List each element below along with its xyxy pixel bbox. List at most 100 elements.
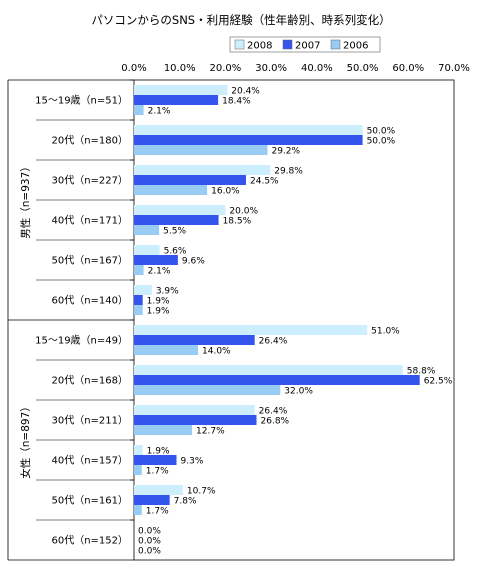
legend-swatch-2008	[234, 39, 245, 50]
bar-value-label: 62.5%	[424, 377, 453, 387]
bar-value-label: 18.5%	[223, 217, 252, 227]
bar-2007	[134, 175, 246, 185]
bar-value-label: 9.3%	[181, 457, 204, 467]
bar-value-label: 2.1%	[148, 267, 171, 277]
bar-2008	[134, 285, 152, 295]
bar-value-label: 1.7%	[146, 507, 169, 517]
legend-box	[229, 36, 381, 53]
x-tick-label: 0.0%	[121, 63, 146, 74]
bar-2008	[134, 245, 160, 255]
bar-2007	[134, 335, 255, 345]
bar-2008	[134, 485, 183, 495]
bar-2006	[134, 425, 193, 435]
x-tick-label: 70.0%	[438, 63, 470, 74]
category-label: 60代（n=140）	[51, 295, 128, 307]
category-label: 40代（n=171）	[51, 215, 128, 227]
bar-value-label: 29.8%	[274, 167, 303, 177]
bar-value-label: 0.0%	[138, 547, 161, 557]
bar-2006	[134, 105, 144, 115]
bar-value-label: 5.5%	[163, 227, 186, 237]
group-label: 男性（n=937）	[19, 161, 32, 239]
legend: 2008 2007 2006	[229, 36, 381, 53]
bar-value-label: 51.0%	[371, 327, 400, 337]
bar-value-label: 5.6%	[164, 247, 187, 257]
bar-2007	[134, 495, 170, 505]
bar-value-label: 0.0%	[138, 537, 161, 547]
plot-area: 20.4%18.4% 2.1% 50.0%50.0% 29.2% 29.8%24.5% 1…	[133, 79, 455, 561]
bar-2006	[134, 305, 143, 315]
bar-value-label: 9.6%	[182, 257, 205, 267]
x-tick-label: 30.0%	[255, 63, 287, 74]
category-label: 15～19歳（n=49）	[35, 335, 128, 347]
bar-2008	[134, 205, 226, 215]
category-label: 50代（n=161）	[51, 495, 128, 507]
bar-value-label: 26.4%	[259, 407, 288, 417]
x-tick-label: 10.0%	[164, 63, 196, 74]
bar-value-label: 18.4%	[222, 97, 251, 107]
bar-value-label: 26.4%	[259, 337, 288, 347]
category-label: 30代（n=227）	[51, 175, 128, 187]
bar-value-label: 58.8%	[407, 367, 436, 377]
bar-2006	[134, 465, 142, 475]
legend-label-2007: 2007	[295, 41, 320, 52]
bar-value-label: 10.7%	[187, 487, 216, 497]
bar-value-label: 16.0%	[211, 187, 240, 197]
x-tick-label: 20.0%	[210, 63, 242, 74]
bar-value-label: 1.7%	[146, 467, 169, 477]
bar-2006	[134, 145, 268, 155]
bar-2006	[134, 225, 160, 235]
bar-value-label: 24.5%	[250, 177, 279, 187]
bar-value-label: 1.9%	[147, 307, 170, 317]
bar-2008	[134, 125, 363, 135]
bar-value-label: 29.2%	[271, 147, 300, 157]
bar-value-label: 1.9%	[147, 297, 170, 307]
bar-2008	[134, 405, 255, 415]
bar-2008	[134, 325, 368, 335]
bar-value-label: 26.8%	[261, 417, 290, 427]
bar-2007	[134, 295, 143, 305]
bar-value-label: 12.7%	[196, 427, 225, 437]
category-label: 40代（n=157）	[51, 455, 128, 467]
bar-2006	[134, 345, 198, 355]
bar-2008	[134, 165, 271, 175]
bar-2007	[134, 255, 178, 265]
bar-value-label: 50.0%	[367, 137, 396, 147]
bar-2008	[134, 445, 143, 455]
bar-value-label: 1.9%	[147, 447, 170, 457]
bar-value-label: 14.0%	[202, 347, 231, 357]
legend-label-2006: 2006	[343, 41, 368, 52]
bar-2006	[134, 385, 281, 395]
legend-swatch-2006	[330, 39, 341, 50]
bar-value-label: 20.4%	[231, 87, 260, 97]
group-label: 女性（n=897）	[19, 401, 32, 479]
bar-2007	[134, 95, 219, 105]
x-tick-label: 60.0%	[392, 63, 424, 74]
bar-2006	[134, 265, 144, 275]
bar-2006	[134, 505, 142, 515]
bar-2007	[134, 215, 219, 225]
category-label: 15～19歳（n=51）	[35, 95, 128, 107]
bar-value-label: 32.0%	[284, 387, 313, 397]
category-label: 50代（n=167）	[51, 255, 128, 267]
bar-2007	[134, 135, 363, 145]
category-label: 20代（n=180）	[51, 135, 128, 147]
bar-2007	[134, 375, 420, 385]
bar-2008	[134, 85, 228, 95]
category-axis: 男性（n=937） 15～19歳（n=51） 20代（n=180） 30代（n=227…	[7, 79, 134, 561]
category-label: 60代（n=152）	[51, 535, 128, 547]
bar-value-label: 50.0%	[367, 127, 396, 137]
category-label: 20代（n=168）	[51, 375, 128, 387]
x-tick-label: 40.0%	[301, 63, 333, 74]
bar-value-label: 2.1%	[148, 107, 171, 117]
bar-value-label: 0.0%	[138, 527, 161, 537]
chart-title: パソコンからのSNS・利用経験（性年齢別、時系列変化）	[91, 13, 391, 27]
bar-value-label: 3.9%	[156, 287, 179, 297]
category-label: 30代（n=211）	[51, 415, 128, 427]
bar-2008	[134, 365, 403, 375]
legend-label-2008: 2008	[247, 41, 272, 52]
bar-2007	[134, 415, 257, 425]
bar-2007	[134, 455, 177, 465]
x-tick-label: 50.0%	[347, 63, 379, 74]
x-axis: 0.0% 10.0% 20.0% 30.0% 40.0% 50.0% 60.0% 70.0%	[121, 63, 470, 74]
